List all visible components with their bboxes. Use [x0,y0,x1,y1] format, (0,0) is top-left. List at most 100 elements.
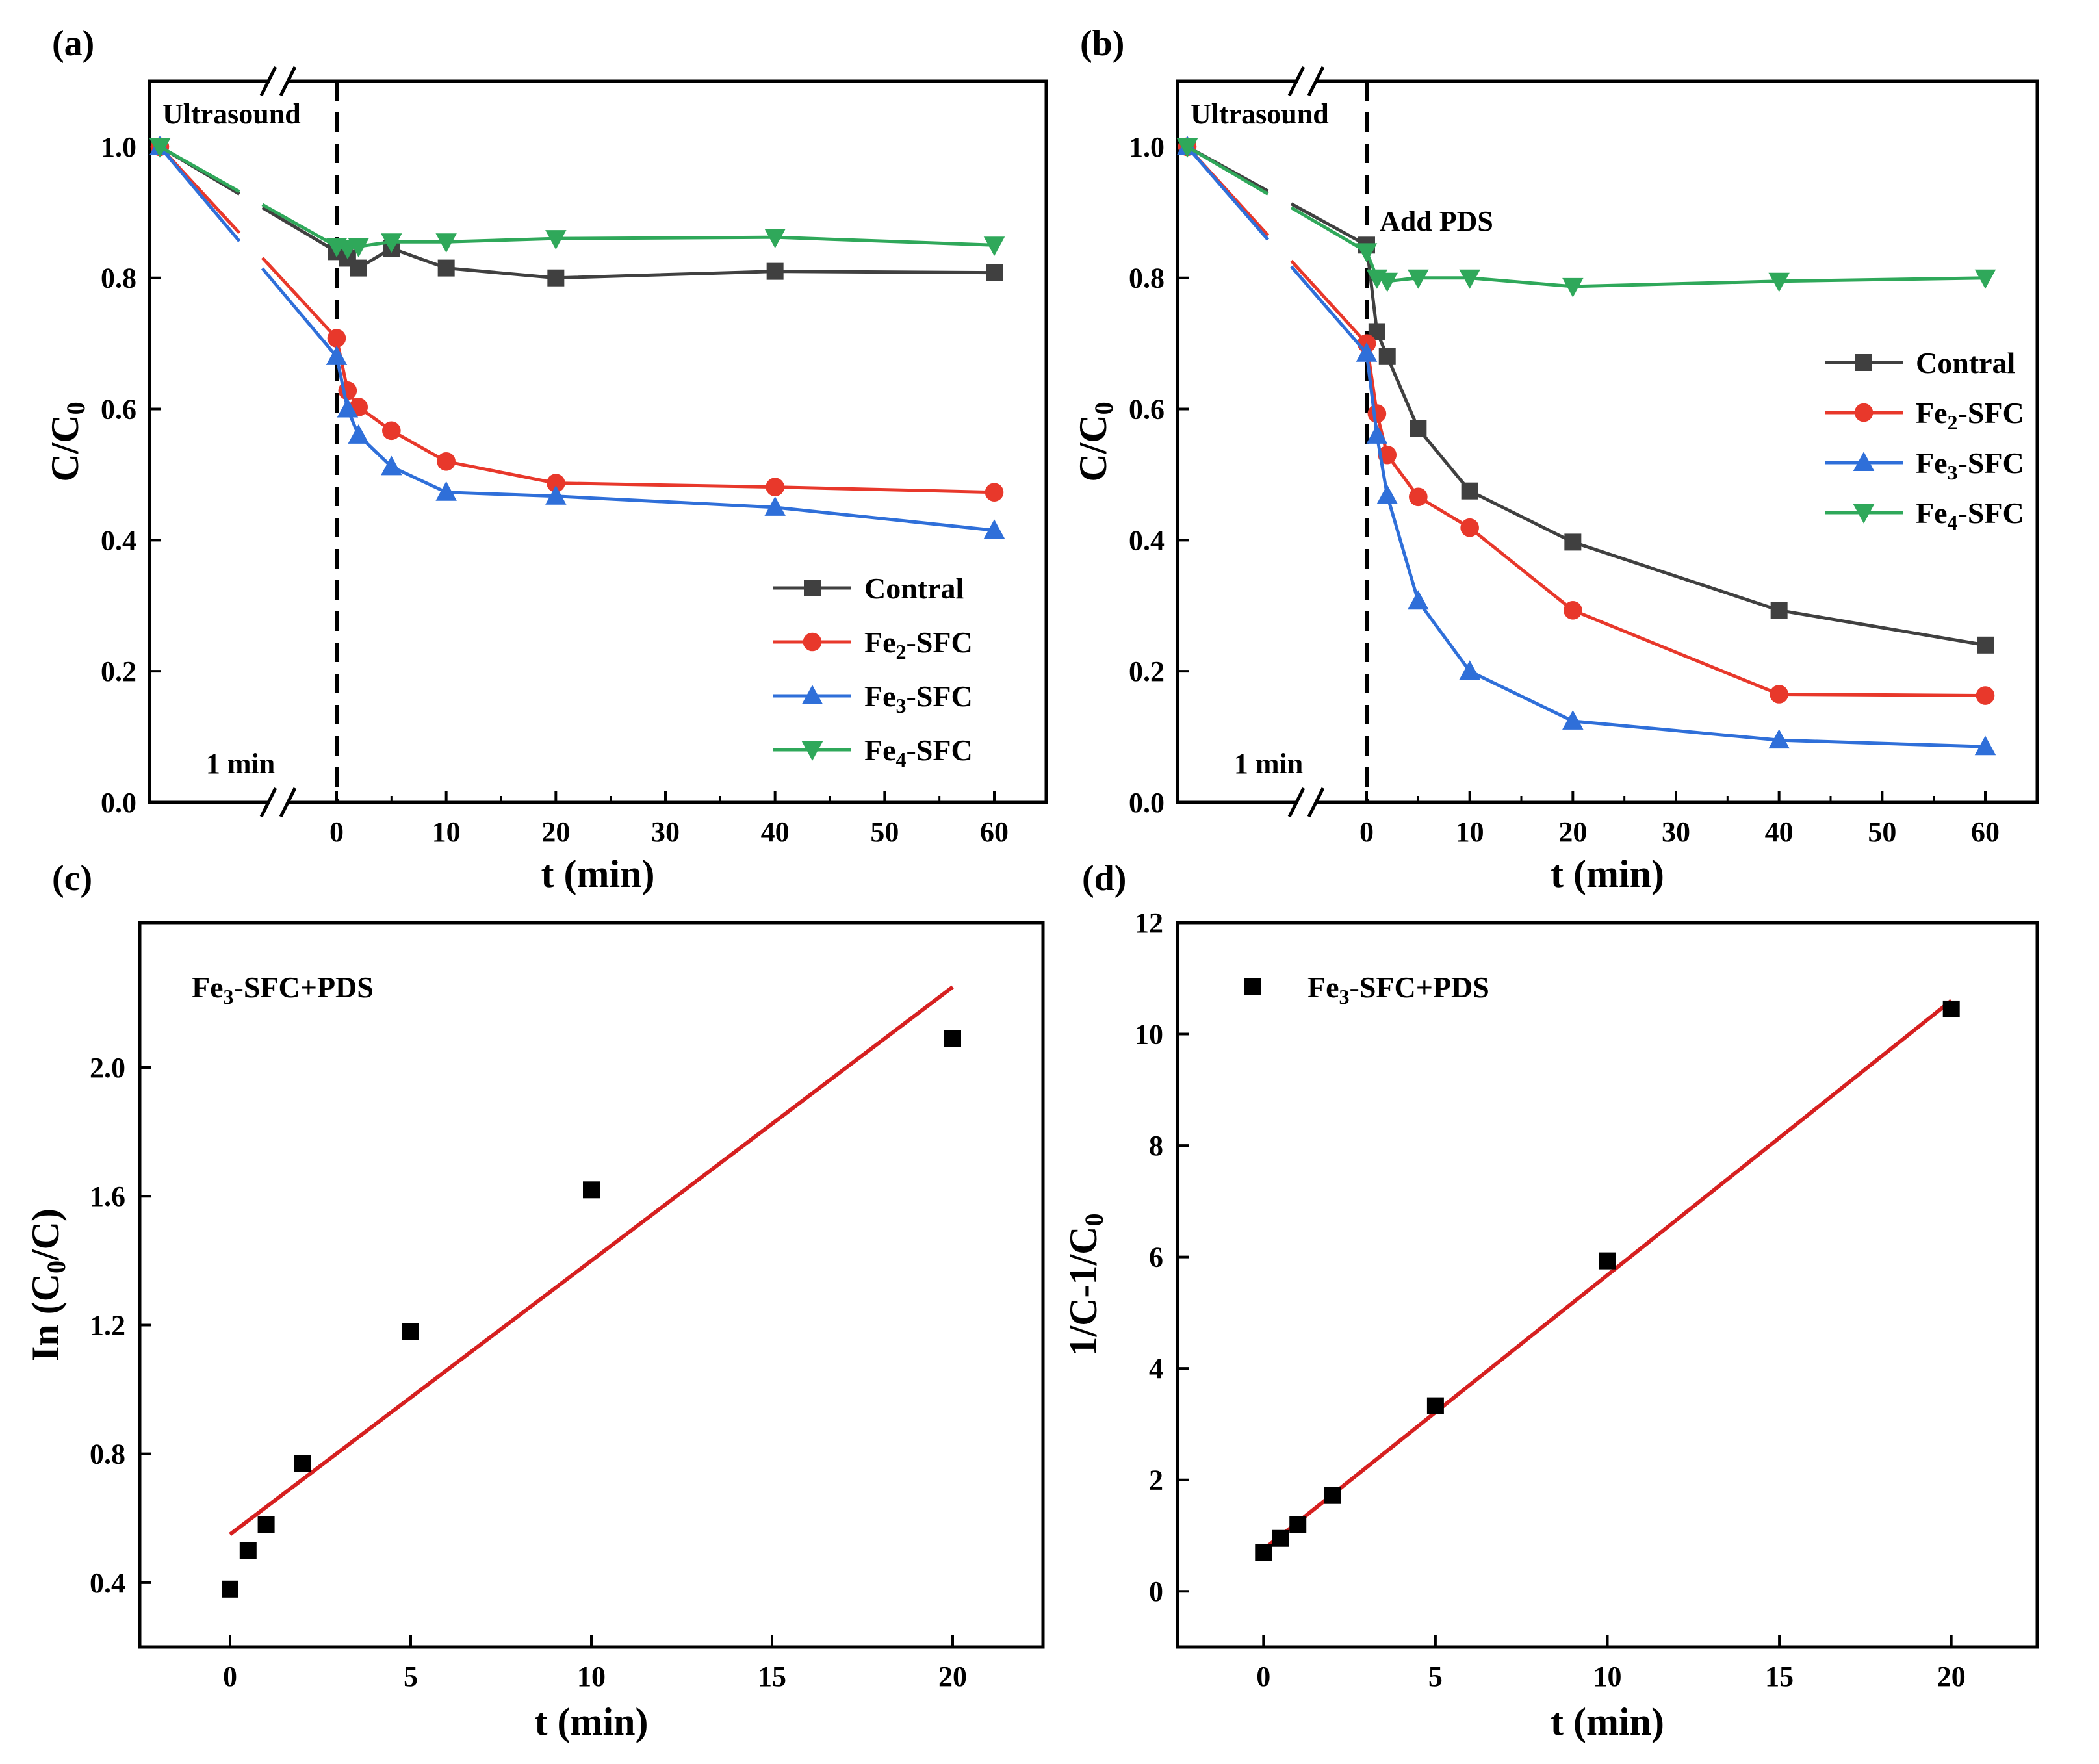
series-fe3 [1176,136,1996,756]
data-point [1977,636,1994,654]
legend-marker [1853,504,1875,524]
x-tick-label: 30 [651,816,680,848]
series-line [261,257,338,340]
legend-marker [1855,354,1872,371]
y-axis-label: 1/C-1/C0 [1062,1214,1109,1357]
series-fe3 [149,136,1005,539]
data-point [437,452,456,471]
data-point [1272,1529,1289,1547]
data-point [1367,404,1387,423]
legend-entry-fe4: Fe4-SFC [1916,496,2024,534]
legend-marker [1854,403,1874,422]
data-point [381,233,402,253]
y-tick-label: 0.2 [101,656,136,687]
legend-entry-fe4: Fe4-SFC [864,734,973,771]
series-line [1186,145,1269,196]
data-point [1564,601,1582,620]
data-point [1461,482,1478,500]
series-line [1365,244,1986,647]
data-point [350,259,367,277]
legend-entry-fe2: Fe2-SFC [864,626,973,663]
data-point [547,269,565,287]
series-fe2 [150,137,1004,502]
data-point [1460,518,1479,537]
panel-label: (d) [1082,858,1126,899]
data-point [348,238,369,258]
data-point [1376,484,1398,504]
x-tick-label: 50 [870,816,899,848]
data-point [1378,348,1396,365]
data-point [1768,272,1790,292]
fit-line [229,985,954,1536]
data-point [1599,1252,1616,1270]
x-tick-label: 20 [1558,816,1587,848]
series-line [159,146,241,242]
data-point [222,1580,238,1598]
data-point [764,229,786,249]
data-point [402,1323,419,1340]
panel-label: (b) [1080,23,1124,64]
series-contral [1179,138,1994,654]
data-point [435,481,457,501]
series-line [1186,146,1270,241]
data-point [1459,269,1480,289]
plot-frame [1176,921,2039,1649]
x-tick-label: 0 [223,1661,237,1693]
y-tick-label: 0.4 [1129,524,1165,556]
x-axis-label: t (min) [1551,852,1664,895]
data-point [326,345,348,365]
plot-frame [148,79,1048,804]
data-point [1770,685,1788,704]
data-point [547,474,565,492]
annotation-add-pds: Add PDS [1380,205,1493,237]
y-tick-label: 0.8 [101,262,136,294]
x-tick-label: 10 [432,816,461,848]
y-tick-label: 0.8 [1129,262,1165,294]
series-fe4 [1176,138,1996,298]
legend-marker [804,580,821,596]
data-point [382,421,401,441]
legend-marker [801,741,823,761]
axis-break-mark [1287,66,1306,97]
series-line [335,356,995,532]
data-point [986,264,1003,281]
panel-b: 0.0 0.2 0.4 0.6 0.8 1.0 0 10 20 30 40 50 60 t (min) C/… [1072,23,2039,895]
series-line [1290,202,1368,247]
x-tick-label: 40 [1765,816,1794,848]
annotation-ultrasound: Ultrasound [1191,98,1329,130]
data-point [764,496,786,516]
legend: Contral Fe2-SFC Fe3-SFC Fe4-SFC [1825,346,2024,534]
y-tick-label: 1.0 [1129,131,1165,163]
fit-line [1262,999,1953,1552]
data-point [337,398,359,418]
x-tick-label: 50 [1868,816,1896,848]
legend: Contral Fe2-SFC Fe3-SFC Fe4-SFC [773,572,973,771]
series-line [261,206,338,253]
y-axis-label: C/C0 [1072,402,1118,481]
axis-break-mark [1307,66,1325,97]
legend-marker [1853,452,1875,471]
legend-entry-fe3: Fe3-SFC [1916,446,2024,484]
x-tick-label: 10 [577,1661,606,1693]
data-point [257,1516,275,1533]
series-line [159,145,240,194]
panel-d: 0 2 4 6 8 10 12 0 5 10 15 20 t (min) 1/C-1/C0 (d) Fe3-S… [1062,858,2039,1743]
panel-a: 0.0 0.2 0.4 0.6 0.8 1.0 0 10 20 30 40 50 60 t (min) C/… [44,23,1048,895]
y-axis-label: C/C0 [44,402,90,481]
data-point [1974,269,1996,289]
legend-entry-fe3: Fe3-SFC [864,680,973,717]
axis-break-mark [1307,787,1325,818]
data-point [1562,709,1584,730]
x-tick-label: 0 [1359,816,1374,848]
x-tick-label: 20 [1937,1661,1966,1693]
x-axis-label: t (min) [541,852,655,895]
x-tick-label: 20 [938,1661,967,1693]
y-axis-label: In (C0/C) [24,1208,71,1361]
data-point [1356,243,1378,263]
data-point [983,519,1005,539]
data-point [583,1181,600,1199]
legend-marker [801,685,823,704]
x-tick-label: 15 [1765,1661,1794,1693]
series-fe2 [1178,137,1995,705]
